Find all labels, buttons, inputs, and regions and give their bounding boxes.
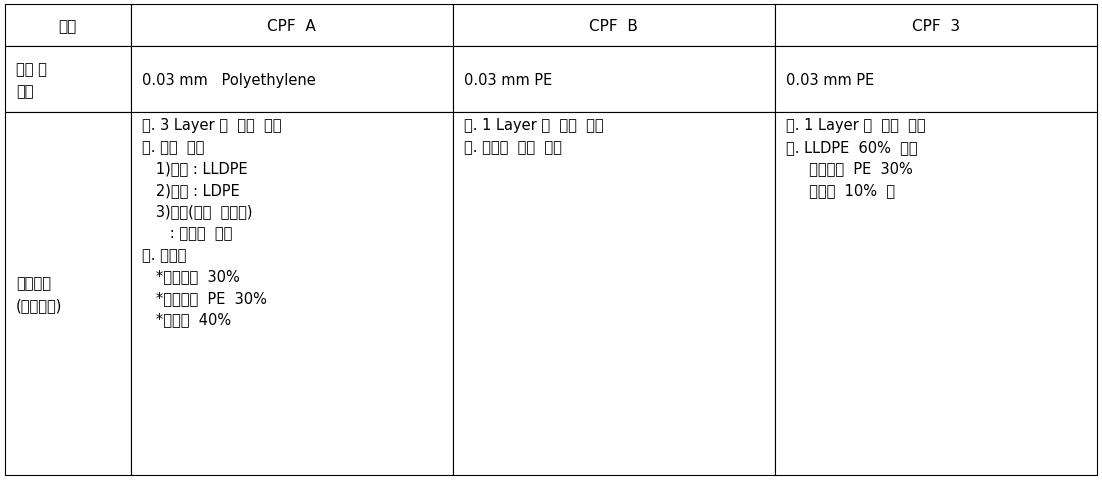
Bar bbox=[6, 113, 130, 475]
Text: CPF  A: CPF A bbox=[268, 19, 316, 34]
Text: 0.03 mm PE: 0.03 mm PE bbox=[786, 72, 874, 88]
Bar bbox=[775, 5, 1096, 48]
Text: 재질 및
두께: 재질 및 두께 bbox=[17, 62, 47, 98]
Bar bbox=[130, 5, 453, 48]
Text: 구분: 구분 bbox=[58, 19, 77, 34]
Bar bbox=[6, 5, 130, 48]
Text: 가. 3 Layer 로  제품  형성
나. 층별  구성
   1)상층 : LLDPE
   2)중층 : LDPE
   3)하층(식품  접촉부)
 : 가. 3 Layer 로 제품 형성 나. 층별 구성 1)상층 : LLDPE… bbox=[141, 118, 281, 327]
Text: 가. 1 Layer 로  제품  구성
나. LLDPE  60%  중량
     메타로센  PE  30%
     미네랄  10%  등: 가. 1 Layer 로 제품 구성 나. LLDPE 60% 중량 메타로센 … bbox=[786, 118, 926, 198]
Bar bbox=[130, 48, 453, 113]
Bar bbox=[453, 5, 775, 48]
Text: 가. 1 Layer 로  제품  구성
나. 미네랄  성분  추가: 가. 1 Layer 로 제품 구성 나. 미네랄 성분 추가 bbox=[464, 118, 604, 155]
Text: 0.03 mm PE: 0.03 mm PE bbox=[464, 72, 552, 88]
Bar bbox=[775, 113, 1096, 475]
Bar bbox=[453, 113, 775, 475]
Text: CPF  B: CPF B bbox=[590, 19, 638, 34]
Text: 주요기술
(혼합비율): 주요기술 (혼합비율) bbox=[17, 276, 63, 312]
Bar bbox=[453, 48, 775, 113]
Bar bbox=[6, 48, 130, 113]
Bar bbox=[130, 113, 453, 475]
Text: CPF  3: CPF 3 bbox=[911, 19, 960, 34]
Text: 0.03 mm   Polyethylene: 0.03 mm Polyethylene bbox=[141, 72, 315, 88]
Bar bbox=[775, 48, 1096, 113]
